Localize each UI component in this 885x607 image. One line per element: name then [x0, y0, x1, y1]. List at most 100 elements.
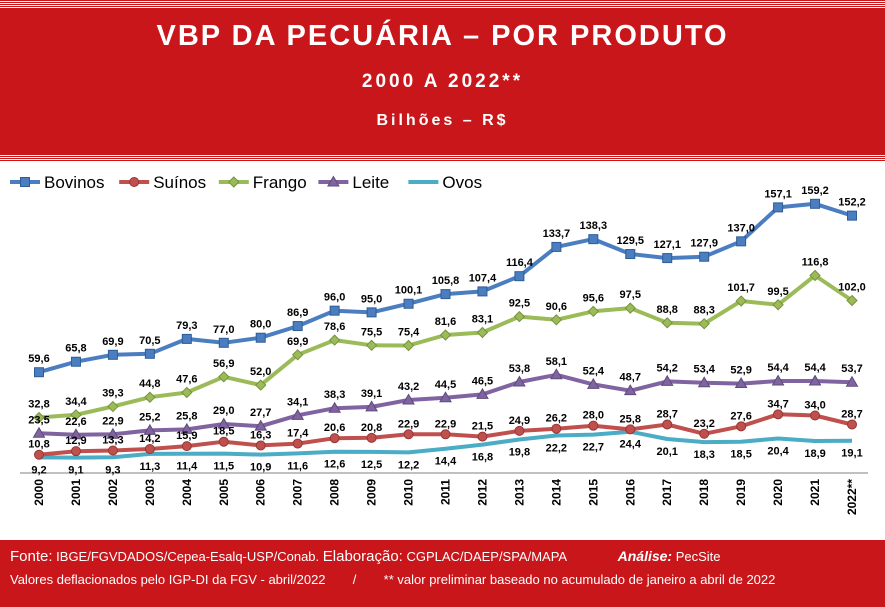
suinos-point: [34, 449, 44, 460]
frango-point: [228, 176, 240, 188]
suinos-data-label: 12,9: [65, 435, 86, 447]
suinos-data-label: 16,3: [250, 429, 271, 441]
suinos-data-label: 14,2: [139, 433, 160, 445]
leite-point: [734, 377, 748, 389]
frango-data-label: 88,8: [657, 304, 678, 316]
suinos-data-label: 34,0: [804, 400, 825, 412]
x-tick-label: 2021: [808, 479, 822, 506]
leite-point: [365, 400, 378, 412]
bovinos-data-label: 133,7: [543, 228, 571, 240]
leite-data-label: 52,4: [583, 365, 605, 377]
suinos-data-label: 27,6: [730, 410, 751, 422]
analise-label: Análise:: [617, 548, 673, 564]
suinos-point: [107, 445, 118, 456]
leite-point: [771, 374, 785, 386]
bovinos-data-label: 70,5: [139, 335, 160, 347]
bovinos-data-label: 105,8: [432, 275, 460, 287]
suinos-point: [810, 410, 821, 421]
leite-data-label: 52,9: [730, 365, 751, 377]
suinos-point: [181, 441, 192, 452]
bovinos-point: [514, 271, 525, 282]
ovos-data-label: 12,5: [361, 459, 382, 471]
suinos-point: [255, 440, 266, 451]
suinos-data-label: 22,9: [435, 418, 456, 430]
bovinos-data-label: 96,0: [324, 292, 345, 304]
bovinos-point: [773, 202, 784, 213]
suinos-data-label: 26,2: [546, 413, 567, 425]
ovos-data-label: 10,9: [250, 462, 271, 474]
note-separator: /: [352, 572, 357, 587]
frango-data-label: 95,6: [583, 292, 604, 304]
leite-data-label: 25,2: [139, 411, 160, 423]
bovinos-data-label: 157,1: [764, 188, 792, 200]
leite-point: [660, 374, 674, 386]
chart-title: VBP DA PECUÁRIA – POR PRODUTO: [156, 20, 729, 52]
bovinos-data-label: 79,3: [176, 320, 197, 332]
chart-area: 2000 2001 2002 2003 2004 2005 2006 2007 2008 2009…: [0, 162, 885, 540]
frango-data-label: 116,8: [802, 257, 829, 269]
suinos-data-label: 15,9: [176, 430, 197, 442]
ovos-data-label: 9,3: [105, 464, 120, 476]
bovinos-point: [699, 251, 710, 262]
x-tick-label: 2001: [69, 479, 83, 506]
bovinos-point: [847, 210, 857, 221]
leite-point: [439, 391, 452, 403]
frango-point: [587, 305, 600, 318]
suinos-point: [218, 436, 229, 447]
frango-point: [550, 314, 563, 326]
frango-point: [476, 326, 489, 339]
frango-point: [144, 391, 156, 403]
x-tick-label: 2005: [217, 479, 231, 506]
suinos-data-label: 23,2: [693, 418, 714, 430]
bovinos-point: [736, 236, 747, 247]
suinos-point: [366, 432, 377, 443]
line-chart: 2000 2001 2002 2003 2004 2005 2006 2007 2008 2009…: [10, 173, 868, 515]
frango-data-label: 97,5: [620, 289, 641, 301]
fonte-text: IBGE/FGVDADOS/Cepea-Esalq-USP/Conab.: [56, 549, 320, 564]
bovinos-point: [551, 241, 562, 252]
frango-point: [809, 269, 821, 282]
ovos-data-label: 18,3: [693, 449, 714, 461]
frango-point: [218, 371, 230, 383]
leite-point: [697, 376, 711, 388]
leite-point: [327, 175, 340, 187]
frango-point: [181, 386, 193, 399]
frango-point: [402, 339, 415, 352]
frango-point: [365, 339, 378, 352]
suinos-data-label: 10,8: [28, 439, 49, 451]
bovinos-point: [181, 333, 192, 344]
frango-data-label: 88,3: [693, 305, 714, 317]
suinos-point: [144, 443, 155, 454]
x-tick-label: 2020: [771, 479, 785, 506]
frango-point: [33, 411, 45, 424]
suinos-data-label: 25,8: [620, 413, 641, 425]
suinos-data-label: 13,3: [102, 435, 123, 447]
x-tick-label: 2006: [254, 479, 268, 506]
suinos-data-label: 28,0: [583, 410, 604, 422]
bovinos-point: [107, 349, 118, 360]
suinos-point: [773, 409, 784, 420]
suinos-point: [403, 429, 414, 440]
leite-point: [69, 428, 83, 440]
suinos-point: [70, 446, 81, 457]
suinos-data-label: 20,8: [361, 422, 382, 434]
leite-legend-label: Leite: [352, 173, 389, 192]
leite-data-label: 48,7: [620, 372, 641, 384]
leite-data-label: 46,5: [472, 375, 493, 387]
frango-data-label: 69,9: [287, 336, 308, 348]
frango-data-label: 81,6: [435, 316, 456, 328]
leite-data-label: 27,7: [250, 407, 271, 419]
leite-data-label: 29,0: [213, 405, 234, 417]
bovinos-legend-label: Bovinos: [44, 173, 104, 192]
frango-data-label: 56,9: [213, 358, 234, 370]
x-tick-label: 2022**: [845, 479, 859, 515]
bovinos-data-label: 65,8: [65, 343, 86, 355]
leite-data-label: 22,6: [65, 416, 86, 428]
x-tick-label: 2017: [660, 479, 674, 506]
frango-data-label: 102,0: [838, 282, 866, 294]
bovinos-point: [477, 286, 488, 297]
leite-data-label: 43,2: [398, 381, 419, 393]
ovos-data-label: 9,2: [31, 464, 46, 476]
elaboracao-label: Elaboração:: [322, 548, 403, 565]
suinos-data-label: 28,7: [657, 408, 678, 420]
